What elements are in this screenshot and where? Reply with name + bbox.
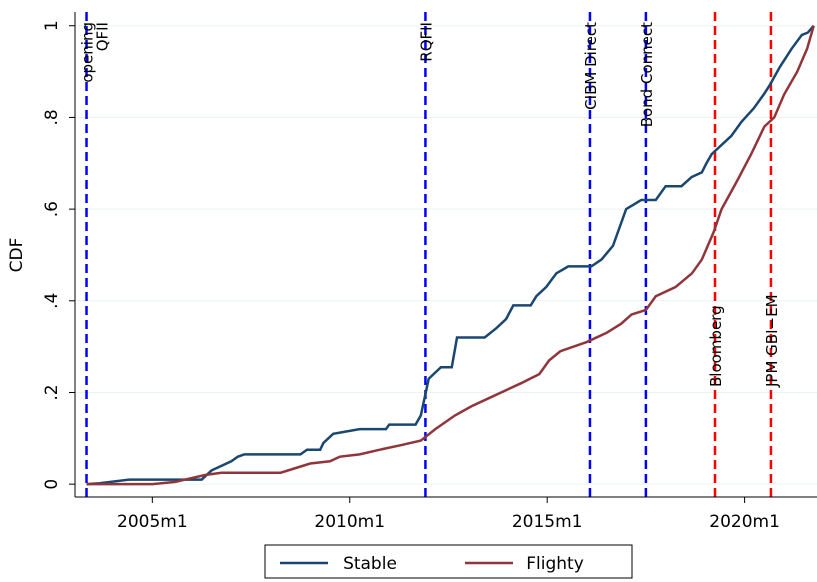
x-tick-label: 2020m1 [709,512,780,532]
event-label: Bloomberg [707,305,725,387]
x-tick-label: 2015m1 [512,512,583,532]
series-line [86,25,815,486]
legend [264,544,633,579]
x-tick-label: 2010m1 [314,512,385,532]
x-tick-label: 2005m1 [117,512,188,532]
y-tick-label: .6 [42,201,62,217]
y-axis-title: CDF [7,238,27,273]
series-line [86,24,815,486]
y-tick-label: 1 [42,20,62,31]
event-label: JPM GBI−EM [763,294,781,388]
legend-label: Flighty [526,554,584,574]
event-label: Bond Connect [638,22,656,127]
legend-label: Stable [343,554,397,574]
y-tick-label: .4 [42,293,62,309]
y-tick-label: .8 [42,109,62,125]
y-tick-label: .2 [42,384,62,400]
event-label: QFII [94,22,112,51]
event-label: opening [79,22,97,83]
y-tick-label: 0 [42,479,62,490]
event-label: RQFII [417,22,435,62]
event-label: CIBM Direct [582,22,600,110]
